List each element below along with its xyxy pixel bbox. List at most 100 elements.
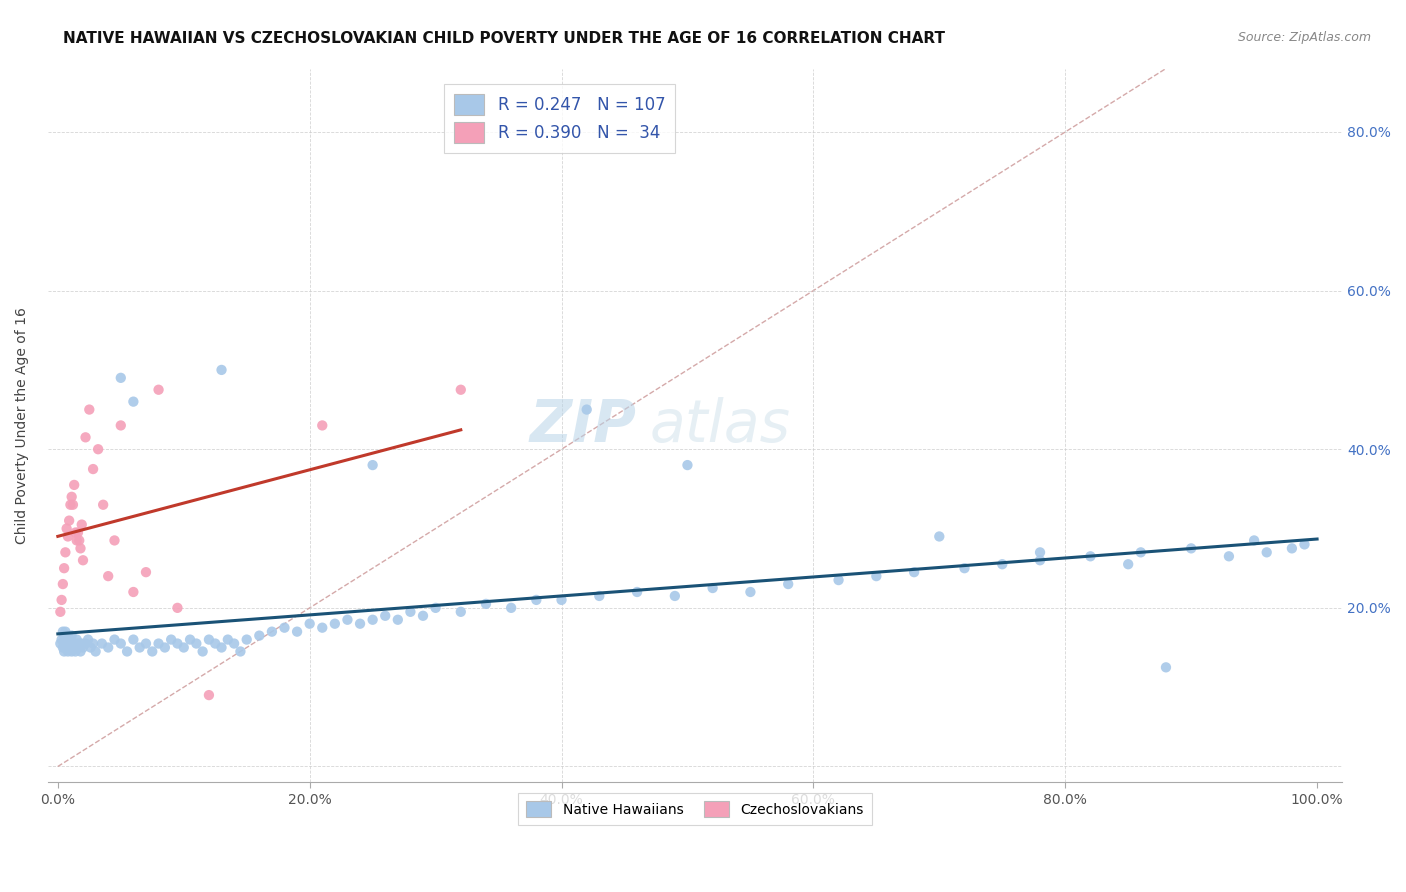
Point <box>247 629 270 643</box>
Point <box>69 541 91 556</box>
Point <box>676 458 699 472</box>
Point <box>1154 660 1177 674</box>
Point <box>1029 545 1052 559</box>
Point <box>55 640 77 655</box>
Point <box>198 632 221 647</box>
Point <box>298 616 321 631</box>
Point <box>49 605 72 619</box>
Point <box>110 636 132 650</box>
Point <box>66 640 89 655</box>
Point <box>67 636 90 650</box>
Point <box>323 616 346 631</box>
Point <box>84 644 107 658</box>
Point <box>52 640 75 655</box>
Point <box>55 624 77 639</box>
Point <box>198 688 221 702</box>
Point <box>59 636 82 650</box>
Point <box>55 522 77 536</box>
Point <box>52 624 75 639</box>
Point <box>1243 533 1265 548</box>
Point <box>501 600 523 615</box>
Point <box>128 640 150 655</box>
Point <box>75 430 97 444</box>
Point <box>148 383 170 397</box>
Point <box>524 593 547 607</box>
Point <box>229 644 252 658</box>
Point <box>575 402 598 417</box>
Point <box>56 644 79 658</box>
Point <box>160 632 183 647</box>
Point <box>827 573 849 587</box>
Point <box>66 533 89 548</box>
Point <box>58 636 80 650</box>
Point <box>224 636 246 650</box>
Point <box>103 632 125 647</box>
Point <box>62 636 84 650</box>
Point <box>153 640 176 655</box>
Point <box>1129 545 1152 559</box>
Point <box>51 593 73 607</box>
Point <box>588 589 610 603</box>
Point <box>75 636 97 650</box>
Point <box>311 621 333 635</box>
Point <box>122 394 145 409</box>
Point <box>56 529 79 543</box>
Text: atlas: atlas <box>650 397 790 454</box>
Point <box>135 565 157 579</box>
Point <box>235 632 257 647</box>
Point <box>60 490 83 504</box>
Point <box>412 608 434 623</box>
Point <box>179 632 201 647</box>
Point <box>928 529 950 543</box>
Point <box>450 605 472 619</box>
Point <box>1180 541 1202 556</box>
Point <box>53 629 76 643</box>
Point <box>59 498 82 512</box>
Point <box>361 458 384 472</box>
Point <box>103 533 125 548</box>
Point <box>1281 541 1303 556</box>
Text: NATIVE HAWAIIAN VS CZECHOSLOVAKIAN CHILD POVERTY UNDER THE AGE OF 16 CORRELATION: NATIVE HAWAIIAN VS CZECHOSLOVAKIAN CHILD… <box>63 31 945 46</box>
Point <box>67 533 90 548</box>
Point <box>58 514 80 528</box>
Point <box>55 632 77 647</box>
Point <box>91 498 114 512</box>
Point <box>53 644 76 658</box>
Point <box>311 418 333 433</box>
Point <box>55 545 77 559</box>
Point <box>122 585 145 599</box>
Point <box>626 585 648 599</box>
Point <box>110 371 132 385</box>
Point <box>1294 537 1316 551</box>
Point <box>97 640 120 655</box>
Point <box>399 605 422 619</box>
Point <box>72 553 94 567</box>
Point <box>59 640 82 655</box>
Point <box>72 640 94 655</box>
Point <box>122 632 145 647</box>
Point <box>79 402 101 417</box>
Point <box>69 644 91 658</box>
Y-axis label: Child Poverty Under the Age of 16: Child Poverty Under the Age of 16 <box>15 307 30 544</box>
Point <box>49 636 72 650</box>
Point <box>953 561 976 575</box>
Point <box>387 613 409 627</box>
Point <box>63 478 86 492</box>
Point <box>70 517 93 532</box>
Point <box>65 525 87 540</box>
Point <box>450 383 472 397</box>
Point <box>173 640 195 655</box>
Point <box>260 624 283 639</box>
Point <box>550 593 572 607</box>
Point <box>664 589 686 603</box>
Point <box>740 585 762 599</box>
Point <box>97 569 120 583</box>
Point <box>211 640 233 655</box>
Point <box>702 581 724 595</box>
Point <box>273 621 295 635</box>
Point <box>82 636 104 650</box>
Point <box>204 636 226 650</box>
Point <box>1256 545 1278 559</box>
Text: ZIP: ZIP <box>530 397 637 454</box>
Point <box>336 613 359 627</box>
